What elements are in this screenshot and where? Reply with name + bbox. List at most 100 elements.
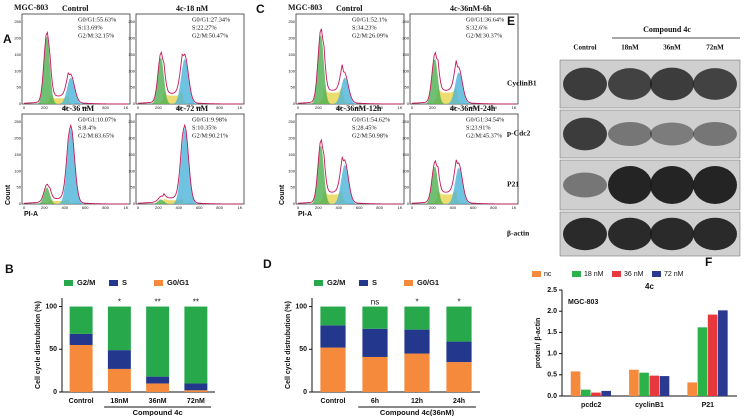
legend-swatch: [109, 280, 118, 286]
blot-band: [563, 172, 607, 198]
panel-label: D: [263, 257, 272, 271]
y-axis-title: Cell cycle distrubution (%): [35, 301, 42, 389]
y-tick-label: 200: [14, 35, 21, 40]
legend-swatch: [404, 280, 413, 286]
y-tick-label: 250: [288, 119, 295, 124]
y-tick-label: 50: [291, 85, 296, 90]
y-axis-title: Count: [279, 184, 286, 205]
bar-segment: [184, 383, 208, 391]
plot-title: Control: [62, 4, 89, 13]
row-label: β-actin: [507, 229, 530, 238]
x-tick-label: 800: [376, 205, 383, 210]
x-tick-label: 400: [449, 105, 456, 110]
y-axis-title: Cell cycle distrubution (%): [285, 301, 292, 389]
x-tick-label: 800: [216, 105, 223, 110]
plot-frame: [21, 13, 131, 105]
blot-band: [608, 217, 652, 251]
bar-segment: [69, 333, 93, 345]
bar-segment: [320, 325, 346, 348]
y-tick-label: 50: [405, 185, 410, 190]
bar-segment: [362, 356, 388, 392]
histogram-outline: [137, 50, 243, 105]
plot-frame: [295, 13, 405, 105]
x-tick-label: Control: [69, 398, 94, 405]
blot-band: [563, 117, 607, 151]
plot-stat: S:34.23%: [352, 24, 377, 31]
panel-label: C: [256, 2, 265, 16]
plot-title: 4c-18 nM: [176, 4, 209, 13]
blot-band: [608, 68, 652, 100]
y-tick-label: 0: [407, 101, 410, 106]
histogram-outline: [411, 159, 517, 205]
x-tick-label: 1K: [124, 105, 129, 110]
x-tick-label: 600: [82, 205, 89, 210]
bar: [580, 389, 591, 396]
x-tick-label: 0: [297, 205, 300, 210]
blot-band: [563, 67, 607, 101]
legend-label: G0/G1: [167, 278, 189, 287]
plot-stat: G2/M:50.47%: [192, 32, 229, 39]
legend-label: nc: [544, 271, 552, 278]
x-tick-label: 400: [335, 205, 342, 210]
x-tick-label: 800: [490, 105, 497, 110]
bar-segment: [69, 306, 93, 334]
x-tick-label: 600: [356, 105, 363, 110]
histogram-plot: 4c-36nM-24h G0/G1:34.54%S:23.91%G2/M:45.3…: [402, 104, 519, 210]
cell-line: MGC-803: [14, 3, 48, 12]
y-tick-label: 200: [288, 35, 295, 40]
legend-label: G0/G1: [417, 278, 439, 287]
plot-stat: S:23.91%: [466, 124, 491, 131]
y-tick-label: 200: [402, 135, 409, 140]
histogram-area: [24, 187, 128, 204]
y-tick-label: 150: [402, 152, 409, 157]
x-tick-label: 1K: [124, 205, 129, 210]
y-tick-label: 200: [288, 135, 295, 140]
bar: [591, 392, 601, 396]
y-tick-label: 0: [133, 201, 136, 206]
x-tick-label: 1K: [512, 105, 517, 110]
histogram-area: [138, 58, 242, 104]
x-tick-label: 6h: [371, 398, 379, 405]
y-tick-label: 100: [14, 168, 21, 173]
x-tick-label: 400: [175, 205, 182, 210]
panel-label: A: [3, 32, 12, 46]
y-tick-label: 150: [288, 152, 295, 157]
x-tick-label: 0: [411, 205, 414, 210]
histogram-outline: [23, 30, 129, 105]
lane-label: 36nM: [663, 44, 681, 52]
histogram-outline: [297, 28, 403, 105]
legend-swatch: [572, 271, 581, 277]
legend-label: S: [122, 278, 127, 287]
plot-stat: S:8.4%: [78, 124, 97, 131]
bar: [697, 327, 708, 396]
x-tick-label: 24h: [453, 398, 465, 405]
x-tick-label: 0: [137, 205, 140, 210]
legend-label: 18 nM: [584, 271, 604, 278]
y-tick-label: 50: [405, 85, 410, 90]
y-tick-label: 50: [299, 346, 307, 353]
histogram-area: [138, 57, 242, 104]
x-tick-label: 400: [175, 105, 182, 110]
bar-segment: [146, 376, 170, 384]
y-tick-label: 100: [402, 168, 409, 173]
y-tick-label: 150: [14, 152, 21, 157]
y-tick-label: 0: [293, 101, 296, 106]
y-tick-label: 100: [288, 68, 295, 73]
plot-stat: G0/G1:34.54%: [466, 116, 505, 123]
y-tick-label: 0.5: [547, 372, 557, 379]
row-label: CyclinB1: [507, 79, 537, 88]
bar: [659, 376, 670, 396]
y-tick-label: 250: [402, 19, 409, 24]
histogram-plot: 4c-72 nM G0/G1:9.98%S:10.35%G2/M:90.21% 0 5…: [128, 104, 245, 210]
bar-segment: [446, 306, 472, 342]
x-tick-label: 0: [297, 105, 300, 110]
plot-stat: G0/G1:54.62%: [352, 116, 391, 123]
y-tick-label: 150: [128, 152, 135, 157]
bar-segment: [320, 306, 346, 326]
plot-stat: G2/M:32.15%: [78, 32, 115, 39]
histogram-area: [298, 164, 402, 204]
y-tick-label: 0: [19, 101, 22, 106]
x-tick-label: 1K: [398, 105, 403, 110]
blot-band: [608, 122, 652, 146]
legend-label: S: [372, 278, 377, 287]
